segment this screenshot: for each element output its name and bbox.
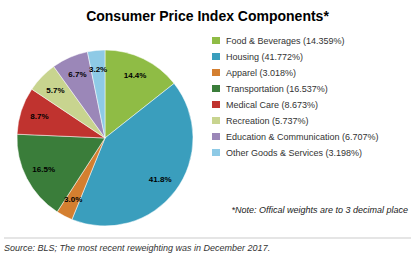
svg-text:Medical Care (8.673%): Medical Care (8.673%) [226, 100, 318, 110]
svg-text:Education & Communication (6.7: Education & Communication (6.707%) [226, 132, 379, 142]
svg-text:*Note: Offical weights are to: *Note: Offical weights are to 3 decimal … [231, 205, 408, 215]
svg-text:Food & Beverages (14.359%): Food & Beverages (14.359%) [226, 36, 345, 46]
svg-text:8.7%: 8.7% [30, 112, 48, 121]
svg-text:Recreation (5.737%): Recreation (5.737%) [226, 116, 309, 126]
svg-text:Source: BLS; The most recent r: Source: BLS; The most recent reweighting… [4, 243, 270, 253]
svg-text:14.4%: 14.4% [124, 71, 147, 80]
svg-text:Transportation (16.537%): Transportation (16.537%) [226, 84, 328, 94]
svg-text:Apparel (3.018%): Apparel (3.018%) [226, 68, 296, 78]
svg-text:5.7%: 5.7% [46, 86, 64, 95]
svg-text:Housing (41.772%): Housing (41.772%) [226, 52, 303, 62]
svg-text:Consumer Price Index Component: Consumer Price Index Components* [86, 8, 329, 24]
svg-text:3.2%: 3.2% [89, 65, 107, 74]
svg-text:16.5%: 16.5% [32, 165, 55, 174]
svg-text:6.7%: 6.7% [68, 70, 86, 79]
svg-text:3.0%: 3.0% [64, 195, 82, 204]
svg-text:Other Goods & Services (3.198%: Other Goods & Services (3.198%) [226, 148, 362, 158]
svg-text:41.8%: 41.8% [149, 175, 172, 184]
